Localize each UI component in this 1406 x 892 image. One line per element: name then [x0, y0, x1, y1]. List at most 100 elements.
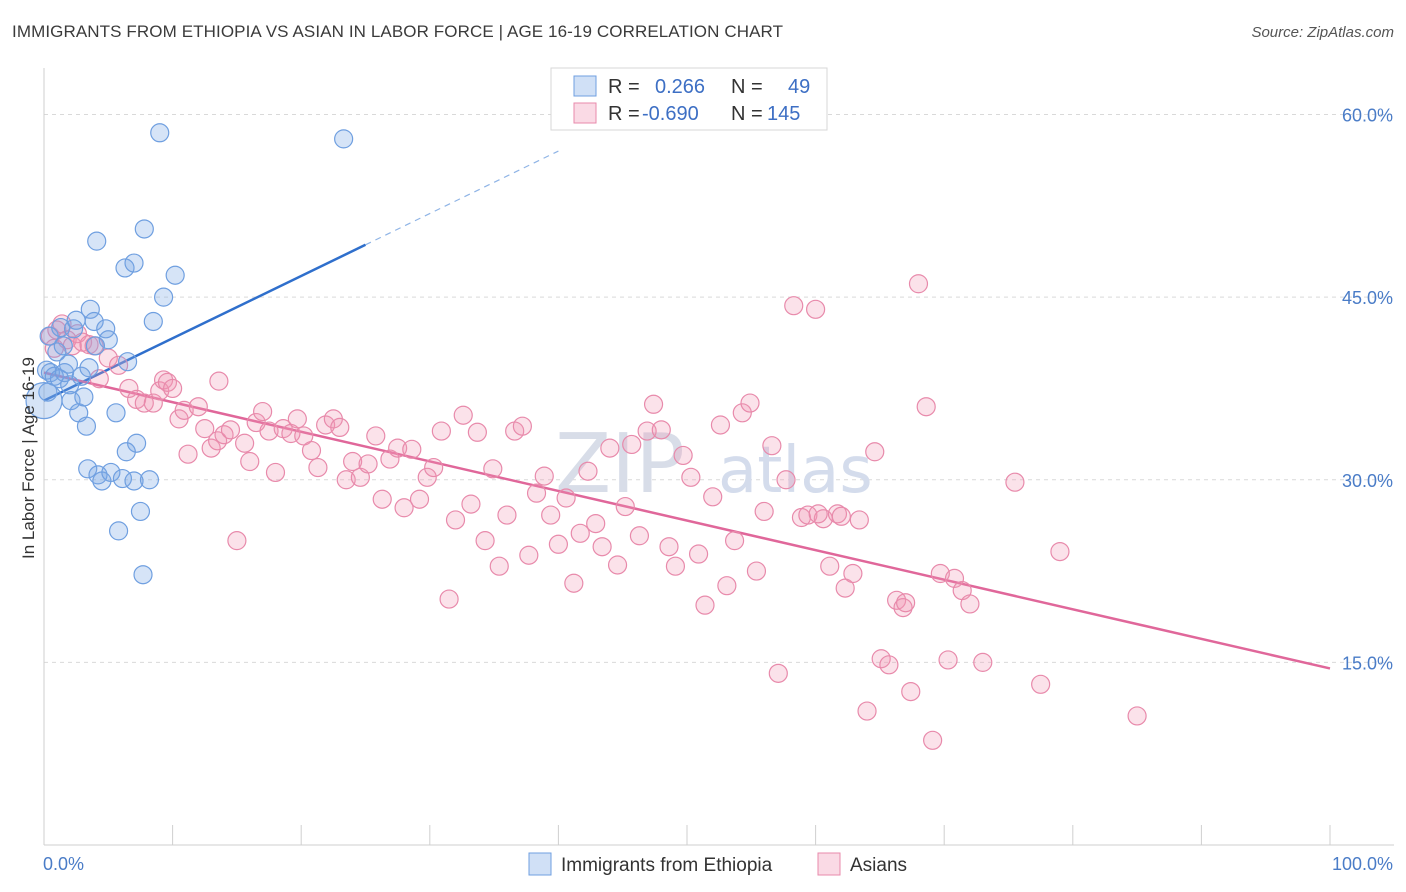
- point-ethiopia: [153, 287, 174, 307]
- legend-n-label-2: N =: [731, 103, 763, 125]
- point-asians: [808, 504, 828, 524]
- point-asians: [526, 483, 547, 503]
- point-asians: [439, 589, 459, 609]
- legend-r-value-1: 0.266: [655, 76, 705, 98]
- y-tick-label-0: 15.0%: [1342, 653, 1393, 673]
- point-asians: [768, 663, 788, 683]
- bottom-legend-ethiopia: Immigrants from Ethiopia: [561, 855, 773, 876]
- chart-title: IMMIGRANTS FROM ETHIOPIA VS ASIAN IN LAB…: [12, 22, 784, 41]
- point-asians: [637, 421, 657, 441]
- x-tick-label-0: 0.0%: [43, 854, 84, 874]
- point-asians: [784, 296, 804, 316]
- y-tick-label-3: 60.0%: [1342, 106, 1393, 126]
- point-asians: [944, 568, 965, 588]
- legend-r-label-2: R =: [608, 103, 640, 125]
- point-asians: [849, 510, 869, 530]
- point-asians: [901, 681, 921, 702]
- point-asians: [541, 505, 561, 525]
- point-ethiopia: [87, 231, 107, 251]
- point-asians: [330, 417, 350, 438]
- point-ethiopia: [74, 387, 94, 407]
- point-asians: [316, 415, 336, 435]
- point-asians: [703, 487, 723, 507]
- x-tick-labels: 0.0% 100.0%: [43, 854, 1393, 874]
- point-asians: [843, 563, 863, 584]
- point-ethiopia: [76, 416, 97, 436]
- point-asians: [366, 426, 386, 446]
- point-asians: [372, 489, 392, 509]
- point-asians: [417, 467, 437, 487]
- y-tick-label-1: 30.0%: [1342, 471, 1393, 491]
- legend-n-value-2: 145: [767, 103, 800, 125]
- point-asians: [710, 415, 731, 435]
- legend-n-label-1: N =: [731, 76, 763, 98]
- legend-r-label-1: R =: [608, 76, 640, 98]
- point-asians: [394, 498, 414, 518]
- point-asians: [388, 438, 408, 458]
- point-asians: [424, 457, 444, 478]
- legend-r-value-2: -0.690: [642, 103, 699, 125]
- series-asians-points: [40, 274, 1147, 750]
- point-asians: [287, 409, 307, 429]
- point-asians: [732, 403, 752, 423]
- point-asians: [301, 440, 322, 461]
- point-asians: [615, 496, 635, 517]
- point-asians: [178, 444, 198, 464]
- point-asians: [512, 416, 532, 436]
- point-asians: [871, 649, 891, 669]
- point-ethiopia: [143, 311, 163, 332]
- point-asians: [659, 537, 679, 557]
- point-asians: [879, 655, 899, 675]
- point-ethiopia: [115, 258, 135, 278]
- point-ethiopia: [79, 358, 99, 378]
- point-ethiopia: [101, 462, 121, 483]
- point-asians: [651, 420, 671, 440]
- bottom-legend-asians: Asians: [850, 855, 907, 876]
- point-ethiopia: [112, 468, 133, 489]
- point-asians: [220, 420, 241, 440]
- x-tick-label-1: 100.0%: [1332, 854, 1393, 874]
- point-asians: [174, 400, 194, 420]
- point-asians: [564, 573, 584, 593]
- point-asians: [453, 405, 473, 425]
- point-ethiopia: [334, 129, 354, 149]
- point-asians: [253, 401, 273, 422]
- point-asians: [857, 701, 877, 721]
- bottom-legend-swatch-ethiopia: [528, 852, 552, 876]
- point-asians: [570, 523, 590, 543]
- point-asians: [445, 510, 466, 530]
- point-asians: [431, 421, 451, 441]
- point-asians: [960, 594, 980, 614]
- point-asians: [1031, 674, 1051, 694]
- legend-swatch-blue: [573, 75, 597, 97]
- point-asians: [475, 531, 495, 551]
- point-ethiopia: [165, 265, 185, 285]
- point-asians: [163, 378, 183, 399]
- point-asians: [402, 439, 422, 459]
- point-ethiopia: [130, 501, 151, 522]
- point-asians: [916, 397, 936, 417]
- point-ethiopia: [133, 565, 153, 585]
- trend-line-ethiopia-extension: [365, 150, 559, 246]
- point-ethiopia: [134, 219, 154, 239]
- point-asians: [665, 556, 686, 576]
- trend-line-ethiopia: [43, 243, 367, 402]
- point-asians: [157, 372, 178, 392]
- point-asians: [380, 449, 400, 469]
- point-ethiopia: [150, 123, 170, 143]
- point-asians: [548, 534, 569, 554]
- bottom-legend: Immigrants from Ethiopia Asians: [528, 852, 907, 876]
- point-asians: [556, 488, 576, 508]
- y-tick-labels: 15.0% 30.0% 45.0% 60.0%: [1342, 106, 1393, 674]
- point-asians: [235, 433, 255, 453]
- point-asians: [586, 513, 606, 534]
- point-asians: [973, 652, 993, 672]
- trend-lines: [43, 150, 1331, 670]
- point-asians: [143, 393, 163, 413]
- point-ethiopia: [78, 459, 98, 479]
- point-ethiopia: [49, 369, 70, 389]
- point-asians: [1050, 541, 1070, 562]
- point-asians: [740, 393, 760, 413]
- point-asians: [746, 561, 767, 581]
- legend-swatch-pink: [573, 102, 597, 124]
